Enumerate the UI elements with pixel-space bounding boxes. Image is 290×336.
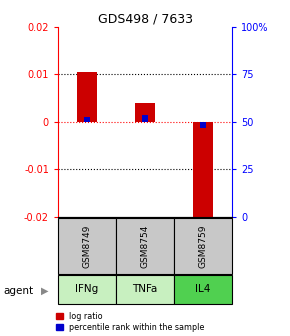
Text: IL4: IL4 xyxy=(195,284,211,294)
Title: GDS498 / 7633: GDS498 / 7633 xyxy=(97,13,193,26)
Bar xyxy=(193,122,213,219)
Text: agent: agent xyxy=(3,286,33,296)
Bar xyxy=(135,103,155,122)
Bar xyxy=(200,122,206,128)
Bar xyxy=(116,275,174,304)
Bar xyxy=(116,218,174,274)
Legend: log ratio, percentile rank within the sample: log ratio, percentile rank within the sa… xyxy=(56,312,204,332)
Text: GSM8759: GSM8759 xyxy=(198,224,208,268)
Bar xyxy=(142,115,148,122)
Text: GSM8754: GSM8754 xyxy=(140,224,150,268)
Bar xyxy=(174,218,232,274)
Bar xyxy=(174,275,232,304)
Bar xyxy=(58,275,116,304)
Text: ▶: ▶ xyxy=(41,286,49,296)
Bar xyxy=(58,218,116,274)
Text: TNFa: TNFa xyxy=(132,284,158,294)
Bar xyxy=(84,117,90,122)
Text: GSM8749: GSM8749 xyxy=(82,224,92,268)
Bar xyxy=(77,72,97,122)
Text: IFNg: IFNg xyxy=(75,284,99,294)
